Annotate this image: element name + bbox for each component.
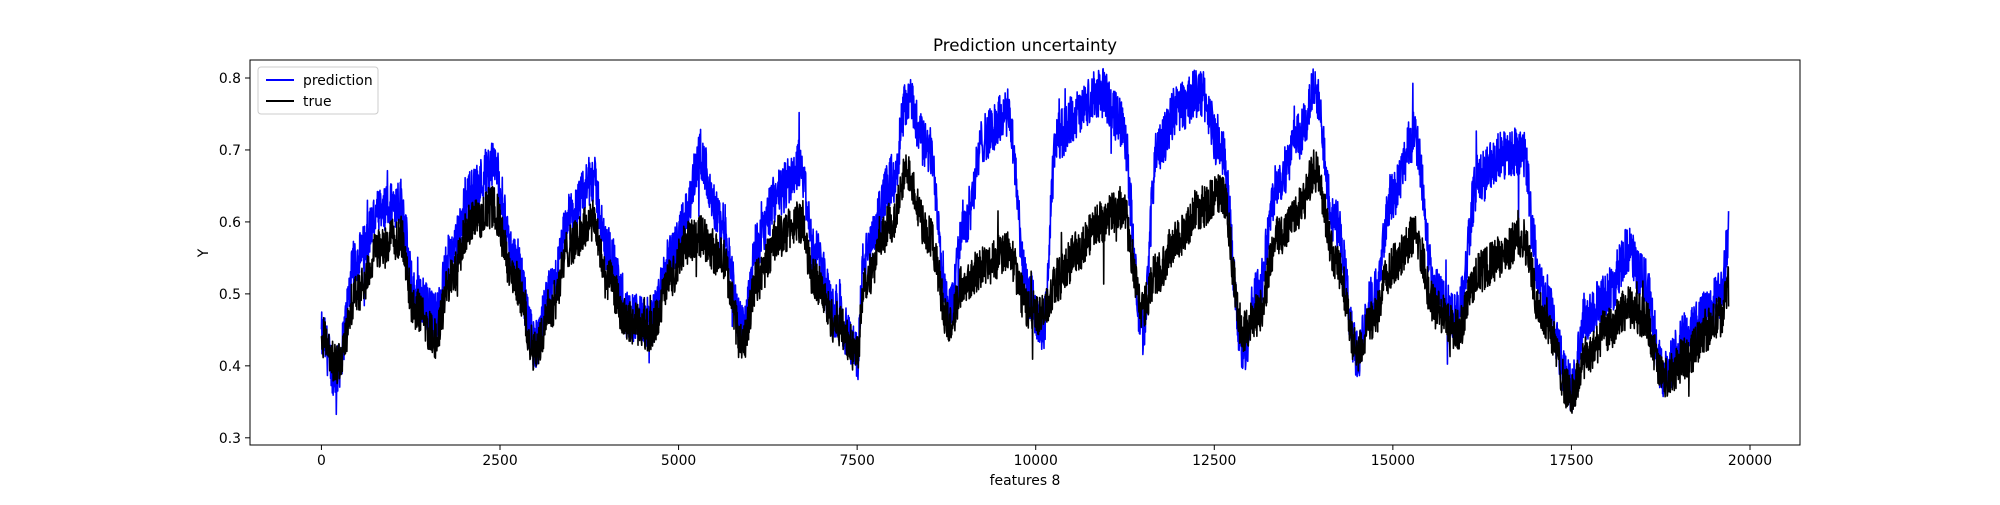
x-tick-label: 7500 [839, 453, 874, 469]
y-axis: 0.3 0.4 0.5 0.6 0.7 0.8 [219, 71, 250, 447]
legend-label-true: true [303, 94, 332, 110]
x-tick-label: 10000 [1014, 453, 1058, 469]
plot-area-frame [249, 59, 1801, 446]
y-tick-label: 0.7 [219, 143, 241, 159]
x-tick-label: 5000 [661, 453, 696, 469]
x-tick-label: 17500 [1549, 453, 1593, 469]
x-axis-label: features 8 [990, 473, 1061, 489]
x-axis: 0 2500 5000 7500 10000 12500 15000 17500 20000 [317, 445, 1772, 469]
x-tick-label: 15000 [1371, 453, 1415, 469]
x-tick-label: 20000 [1728, 453, 1772, 469]
series-line-prediction [320, 67, 1730, 416]
y-tick-label: 0.8 [219, 71, 241, 87]
y-tick-label: 0.5 [219, 287, 241, 303]
series-line-true [320, 149, 1730, 414]
x-tick-label: 2500 [482, 453, 517, 469]
y-tick-label: 0.3 [219, 431, 241, 447]
chart-title: Prediction uncertainty [933, 35, 1117, 55]
y-tick-label: 0.4 [219, 359, 241, 375]
x-tick-label: 12500 [1192, 453, 1236, 469]
legend: prediction true [257, 66, 379, 115]
legend-label-prediction: prediction [303, 73, 373, 89]
y-axis-label: Y [196, 248, 212, 258]
y-tick-label: 0.6 [219, 215, 241, 231]
legend-box [257, 66, 379, 115]
x-tick-label: 0 [317, 453, 326, 469]
series-layer [320, 67, 1730, 416]
